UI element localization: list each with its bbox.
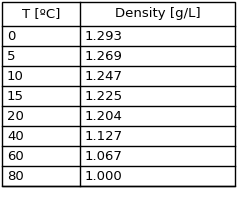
Text: 0: 0 [7, 29, 15, 43]
Text: 1.067: 1.067 [85, 150, 123, 163]
Text: 20: 20 [7, 109, 24, 122]
Text: 1.293: 1.293 [85, 29, 123, 43]
Text: 1.269: 1.269 [85, 49, 123, 62]
Text: T [ºC]: T [ºC] [22, 7, 60, 20]
Text: 1.000: 1.000 [85, 170, 123, 183]
Text: Density [g/L]: Density [g/L] [115, 7, 200, 20]
Text: 1.225: 1.225 [85, 89, 123, 102]
Text: 1.204: 1.204 [85, 109, 123, 122]
Text: 1.247: 1.247 [85, 69, 123, 82]
Text: 15: 15 [7, 89, 24, 102]
Bar [2, 2, 235, 186]
Text: 60: 60 [7, 150, 24, 163]
Text: 5: 5 [7, 49, 15, 62]
Text: 40: 40 [7, 130, 24, 142]
Text: 1.127: 1.127 [85, 130, 123, 142]
Text: 10: 10 [7, 69, 24, 82]
Text: 80: 80 [7, 170, 24, 183]
